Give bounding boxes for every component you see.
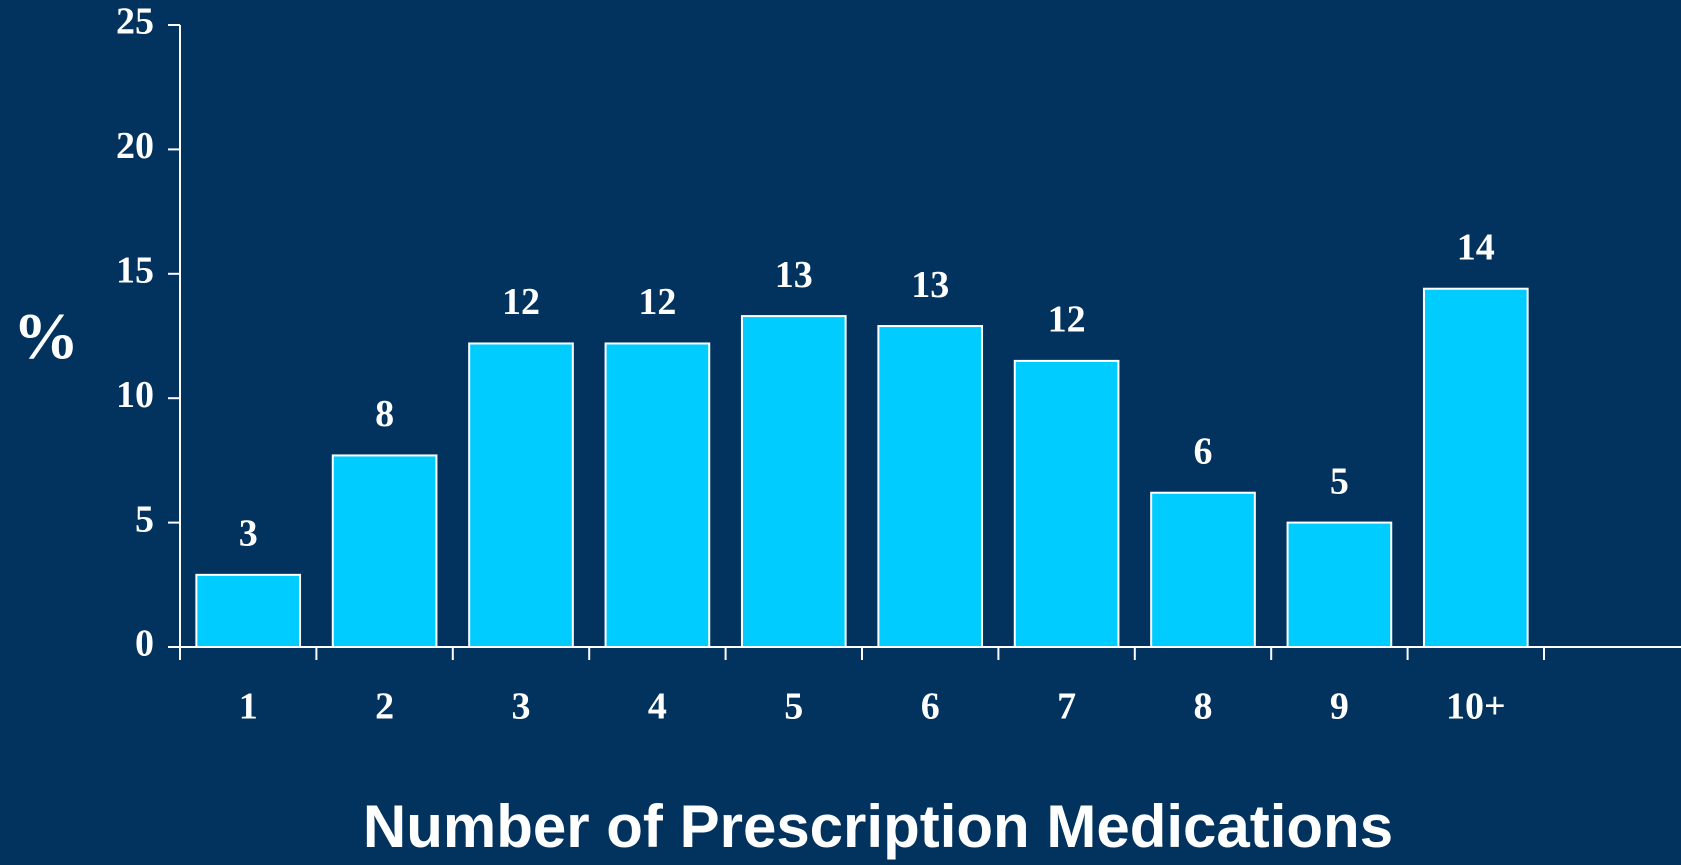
value-label: 6 — [1194, 430, 1213, 472]
x-tick-label: 10+ — [1446, 686, 1506, 728]
bar — [331, 454, 438, 649]
value-label: 12 — [502, 281, 540, 323]
y-tick-label: 10 — [116, 374, 154, 416]
value-label: 8 — [375, 393, 394, 435]
bar — [877, 325, 984, 648]
value-label: 12 — [1048, 299, 1086, 341]
y-tick-label: 20 — [116, 125, 154, 167]
bar — [195, 573, 302, 649]
bar — [604, 342, 711, 648]
value-label: 13 — [911, 264, 949, 306]
x-tick-label: 8 — [1194, 686, 1213, 728]
x-tick-label: 7 — [1057, 686, 1076, 728]
bar — [740, 315, 847, 648]
value-label: 13 — [775, 254, 813, 296]
bar — [1422, 287, 1529, 648]
bar — [1150, 491, 1256, 648]
bar — [1013, 359, 1120, 648]
y-tick-label: 0 — [135, 623, 154, 665]
y-tick-label: 15 — [116, 250, 154, 292]
y-tick-label: 5 — [135, 498, 154, 540]
x-tick-label: 6 — [921, 686, 940, 728]
x-tick-label: 3 — [512, 686, 531, 728]
value-label: 14 — [1457, 226, 1495, 268]
x-tick-label: 1 — [239, 686, 258, 728]
x-axis-title: Number of Prescription Medications — [363, 793, 1393, 860]
x-tick-label: 4 — [648, 686, 667, 728]
x-tick-label: 2 — [375, 686, 394, 728]
y-axis-title: % — [13, 300, 79, 373]
value-label: 12 — [638, 281, 676, 323]
bar — [1286, 521, 1393, 648]
x-tick-label: 9 — [1330, 686, 1349, 728]
y-tick-label: 25 — [116, 1, 154, 43]
bar — [468, 342, 574, 648]
x-tick-label: 5 — [784, 686, 803, 728]
value-label: 5 — [1330, 460, 1349, 502]
value-label: 3 — [239, 513, 258, 555]
